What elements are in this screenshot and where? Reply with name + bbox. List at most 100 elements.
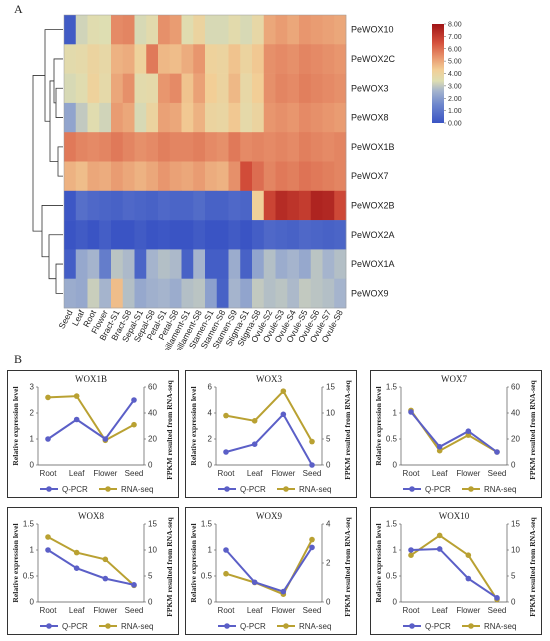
heatmap-cell [334, 161, 347, 192]
x-tick-label: Seed [125, 606, 144, 615]
left-tick-label: 1 [30, 546, 35, 555]
x-tick-label: Seed [303, 606, 322, 615]
series-point-q-pcr [73, 416, 80, 423]
x-tick-label: Seed [125, 469, 144, 478]
heatmap-cells [64, 15, 347, 309]
line-chart-svg: WOX9 0 0.5 1 1.5 0 2 4 Root Leaf Flower Seed Relativ… [189, 511, 352, 631]
heatmap-cell [334, 102, 347, 133]
x-tick-label: Leaf [432, 469, 448, 478]
chart-title: WOX1B [75, 374, 107, 384]
heatmap-cell [75, 44, 88, 74]
heatmap-cell [275, 278, 288, 309]
heatmap-cell [310, 249, 323, 279]
heatmap-cell [181, 132, 194, 162]
heatmap-cell [134, 249, 147, 279]
legend-label: Q-PCR [425, 622, 451, 631]
left-tick-label: 0 [393, 461, 398, 470]
heatmap-cell [310, 102, 323, 133]
right-tick-label: 0 [511, 598, 516, 607]
chart-title: WOX10 [439, 511, 470, 521]
x-tick-label: Leaf [247, 606, 263, 615]
x-tick-label: Flower [456, 606, 480, 615]
heatmap-cell [205, 190, 218, 221]
heatmap-cell [252, 44, 265, 74]
line-chart-svg: WOX7 0 0.5 1 1.5 0 20 40 60 Root Leaf Flower Seed Rel… [374, 374, 537, 494]
heatmap-cell [216, 278, 229, 309]
right-tick-label: 0 [148, 598, 153, 607]
series-point-rna-seq [223, 570, 229, 577]
series-point-q-pcr [251, 579, 258, 586]
heatmap-cell [310, 73, 323, 104]
x-tick-label: Leaf [69, 469, 85, 478]
heatmap-cell [181, 73, 194, 104]
series-line-rna-seq [410, 409, 498, 453]
heatmap-cell [99, 190, 112, 221]
legend-label: RNA-seq [299, 485, 331, 494]
legend-marker [283, 486, 289, 492]
left-tick-label: 0 [393, 598, 398, 607]
heatmap-cell [146, 190, 159, 221]
heatmap-cell [134, 278, 147, 309]
colorbar-tick-label: 6.00 [448, 46, 462, 53]
x-tick-label: Leaf [69, 606, 85, 615]
panel-b-label: B [14, 352, 23, 366]
x-tick-label: Root [40, 606, 58, 615]
heatmap-cell [275, 15, 288, 45]
heatmap-cell [169, 102, 182, 133]
heatmap-cell [228, 220, 241, 250]
colorbar-tick-label: 7.00 [448, 34, 462, 41]
left-tick-label: 0 [30, 461, 35, 470]
heatmap-cell [169, 73, 182, 104]
heatmap-cell [334, 190, 347, 221]
heatmap-cell [334, 220, 347, 250]
y-axis-label: Relative expression level [189, 523, 198, 602]
heatmap-cell [99, 15, 112, 45]
left-tick-label: 0 [208, 598, 213, 607]
heatmap-cell [64, 73, 77, 104]
x-tick-label: Flower [271, 469, 295, 478]
heatmap-row-label: PeWOX8 [351, 113, 389, 123]
y-axis-label: Relative expression level [11, 386, 20, 465]
heatmap-cell [310, 15, 323, 45]
heatmap-cell [299, 102, 312, 133]
heatmap-cell [310, 190, 323, 221]
heatmap-cell [299, 220, 312, 250]
right-tick-label: 15 [326, 383, 335, 392]
series-point-rna-seq [309, 438, 315, 445]
heatmap-cell [111, 132, 124, 162]
series-point-q-pcr [309, 544, 315, 551]
x-tick-label: Seed [303, 469, 322, 478]
right-tick-label: 15 [148, 520, 157, 529]
left-tick-label: 1.5 [23, 520, 35, 529]
heatmap-cell [263, 249, 276, 279]
right-tick-label: 15 [511, 520, 520, 529]
heatmap-cell [287, 220, 300, 250]
right-tick-label: 0 [511, 461, 516, 470]
series-point-q-pcr [102, 575, 109, 582]
heatmap-cell [205, 102, 218, 133]
right-tick-label: 10 [511, 546, 520, 555]
heatmap-cell [240, 44, 253, 74]
chart-title: WOX3 [256, 374, 282, 384]
y2-axis-label: FPKM resulted from RNA-seq [528, 379, 537, 479]
left-tick-label: 0.5 [23, 572, 35, 581]
dendrogram-branch [32, 75, 45, 232]
heatmap-cell [87, 15, 100, 45]
heatmap-cell [169, 220, 182, 250]
heatmap-cell [216, 102, 229, 133]
series-point-q-pcr [45, 547, 51, 553]
colorbar-tick-label: 0.00 [448, 121, 462, 128]
dendrogram-branch [53, 58, 63, 104]
heatmap-cell [193, 249, 206, 279]
heatmap-cell [158, 220, 171, 250]
series-line-q-pcr [225, 546, 313, 593]
series-point-q-pcr [102, 436, 109, 442]
heatmap-cell [287, 161, 300, 192]
series-point-rna-seq [408, 552, 414, 558]
legend-marker [46, 486, 52, 492]
heatmap-cell [158, 132, 171, 162]
heatmap-cell [111, 161, 124, 192]
heatmap-cell [146, 161, 159, 192]
legend-marker [224, 623, 230, 629]
left-tick-label: 0.5 [201, 572, 213, 581]
